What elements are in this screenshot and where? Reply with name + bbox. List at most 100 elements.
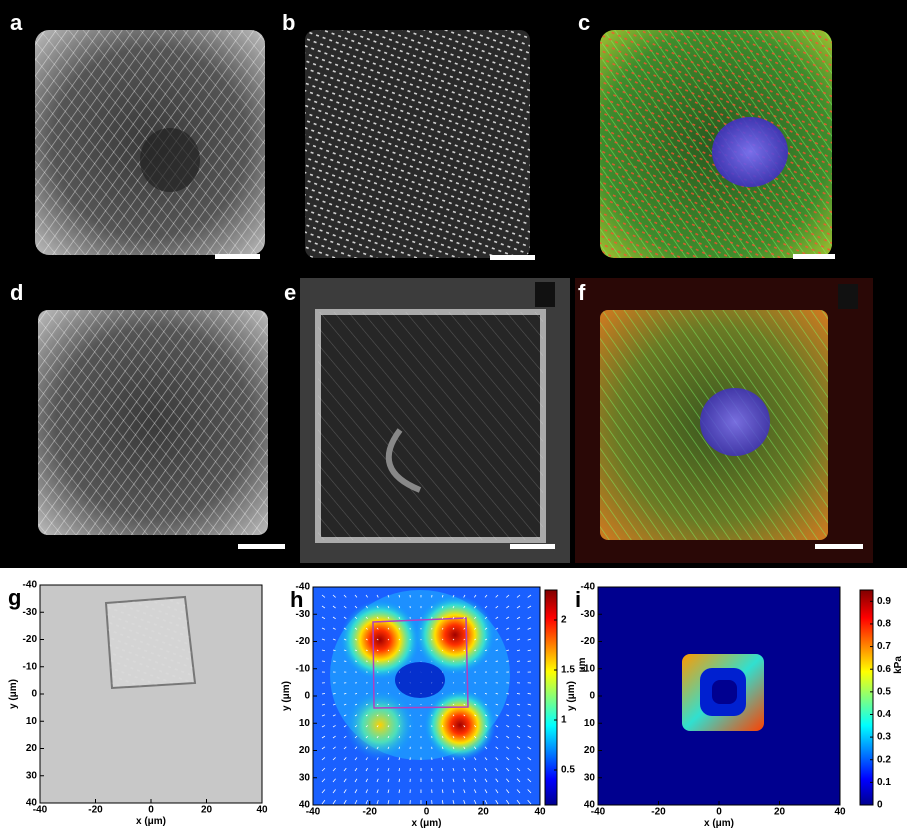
panel-label: c (578, 10, 590, 35)
colorbar-tick-label: 0.2 (877, 754, 891, 765)
arrow (485, 693, 487, 694)
micrograph-b (305, 30, 535, 260)
arrow (442, 704, 443, 705)
colorbar (860, 590, 873, 805)
y-tick-label: 10 (26, 716, 38, 727)
arrow (399, 715, 400, 716)
arrow (399, 650, 400, 651)
micrograph-e (300, 278, 570, 563)
x-tick-label: 0 (148, 805, 154, 816)
x-tick-label: -20 (651, 807, 666, 818)
x-tick-label: -20 (88, 805, 103, 816)
panel-label: g (8, 585, 21, 610)
x-tick-label: 40 (534, 807, 546, 818)
y-tick-label: -40 (296, 582, 311, 593)
x-tick-label: 20 (478, 807, 490, 818)
arrow (388, 693, 389, 694)
colorbar-tick-label: 0.6 (877, 664, 891, 675)
heatmap-h (313, 587, 540, 805)
y-tick-label: 40 (26, 798, 38, 809)
x-tick-label: -20 (363, 807, 378, 818)
micrograph-d (38, 310, 285, 549)
y-tick-label: 40 (299, 800, 311, 811)
arrow (496, 693, 498, 694)
panel-label: b (282, 10, 295, 35)
x-tick-label: 0 (424, 807, 430, 818)
x-tick-label: 0 (716, 807, 722, 818)
y-tick-label: 30 (26, 770, 38, 781)
y-tick-label: -20 (296, 636, 311, 647)
y-tick-label: 10 (584, 718, 596, 729)
arrow (366, 693, 368, 694)
x-axis-label: x (μm) (411, 818, 441, 829)
colorbar-tick-label: 0.4 (877, 709, 891, 720)
y-axis-label: y (μm) (8, 679, 19, 709)
arrow (333, 693, 336, 694)
image-g (40, 585, 262, 803)
arrow (506, 693, 509, 694)
panel-label: f (578, 280, 586, 305)
y-tick-label: 40 (584, 800, 596, 811)
x-axis-label: x (μm) (704, 818, 734, 829)
colorbar-tick-label: 0.1 (877, 777, 891, 788)
y-axis-label: y (μm) (281, 681, 292, 711)
x-tick-label: 20 (201, 805, 213, 816)
arrow (453, 693, 454, 694)
arrow (355, 693, 357, 694)
y-tick-label: -10 (581, 663, 596, 674)
y-tick-label: -30 (581, 609, 596, 620)
colorbar-tick-label: 0 (877, 800, 883, 811)
y-tick-label: 20 (584, 745, 596, 756)
y-axis-label: y (μm) (566, 681, 577, 711)
colorbar-label: kPa (893, 656, 904, 674)
panel-label: a (10, 10, 23, 35)
colorbar-tick-label: 2 (561, 615, 567, 626)
x-tick-label: 40 (834, 807, 846, 818)
y-tick-label: -10 (23, 661, 38, 672)
colorbar-tick-label: 0.5 (561, 765, 575, 776)
arrow (399, 704, 400, 705)
x-tick-label: 20 (774, 807, 786, 818)
colorbar (545, 590, 557, 805)
colorbar-tick-label: 1 (561, 715, 567, 726)
arrow (399, 639, 400, 640)
y-tick-label: -40 (23, 580, 38, 591)
y-tick-label: 20 (26, 743, 38, 754)
colorbar-tick-label: 0.3 (877, 732, 891, 743)
x-tick-label: 40 (256, 805, 268, 816)
panel-label: d (10, 280, 23, 305)
y-tick-label: 0 (304, 691, 310, 702)
colorbar-tick-label: 0.7 (877, 641, 891, 652)
micrograph-c (600, 30, 835, 259)
y-tick-label: -20 (581, 636, 596, 647)
arrow (464, 693, 465, 694)
y-tick-label: 0 (31, 689, 37, 700)
micrograph-f (575, 278, 873, 563)
arrow (322, 693, 325, 694)
y-tick-label: 10 (299, 718, 311, 729)
micrograph-a (35, 30, 265, 259)
arrow (474, 693, 476, 694)
arrow (442, 650, 443, 651)
y-tick-label: 0 (589, 691, 595, 702)
arrow (528, 693, 531, 694)
colorbar-tick-label: 0.5 (877, 686, 891, 697)
y-tick-label: -20 (23, 634, 38, 645)
arrow (442, 693, 443, 694)
colorbar-tick-label: 1.5 (561, 665, 575, 676)
arrow (377, 693, 378, 694)
heatmap-i (598, 587, 840, 805)
y-tick-label: -30 (296, 609, 311, 620)
panel-label: e (284, 280, 296, 305)
y-tick-label: -30 (23, 607, 38, 618)
arrow (344, 693, 346, 694)
y-tick-label: -10 (296, 663, 311, 674)
y-tick-label: 20 (299, 745, 311, 756)
colorbar-tick-label: 0.8 (877, 619, 891, 630)
arrow (399, 693, 400, 694)
y-tick-label: 30 (299, 772, 311, 783)
x-axis-label: x (μm) (136, 816, 166, 827)
y-tick-label: -40 (581, 582, 596, 593)
